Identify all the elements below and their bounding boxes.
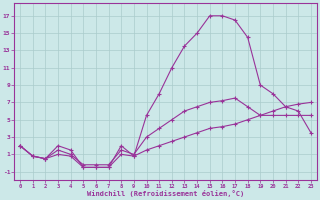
- X-axis label: Windchill (Refroidissement éolien,°C): Windchill (Refroidissement éolien,°C): [87, 190, 244, 197]
